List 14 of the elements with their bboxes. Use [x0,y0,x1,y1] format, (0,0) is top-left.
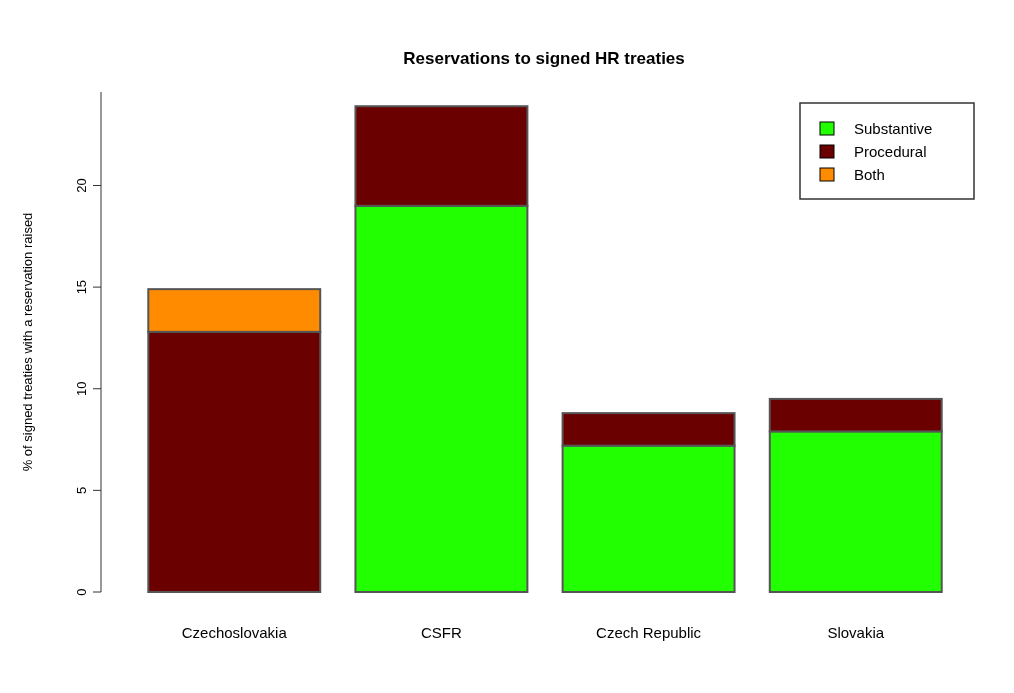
legend-label: Substantive [854,120,933,137]
legend-label: Procedural [854,143,927,160]
chart-title: Reservations to signed HR treaties [403,49,685,68]
x-tick-label: CSFR [421,624,462,641]
legend-label: Both [854,166,885,183]
y-tick-label: 5 [74,486,89,494]
x-tick-label: Slovakia [827,624,885,641]
y-tick-label: 20 [74,178,89,193]
y-tick-label: 0 [74,588,89,596]
y-tick-label: 15 [74,279,89,295]
y-tick-label: 10 [74,381,89,396]
x-tick-label: Czech Republic [596,624,702,641]
x-tick-label: Czechoslovakia [181,624,288,641]
y-axis-title: % of signed treaties with a reservation raised [20,212,35,472]
